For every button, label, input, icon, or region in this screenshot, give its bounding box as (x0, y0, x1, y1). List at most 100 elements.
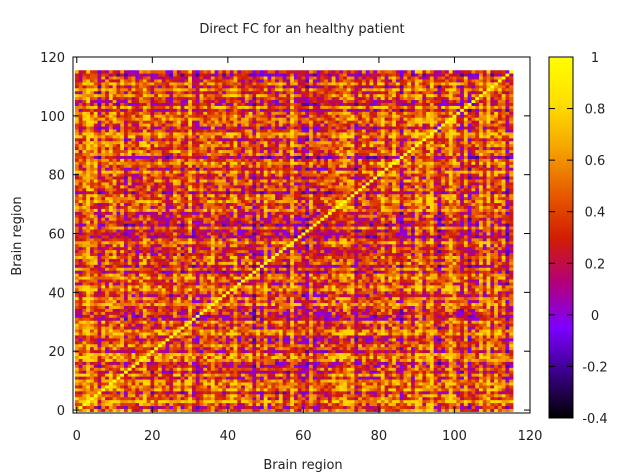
heatmap-cell (467, 382, 472, 386)
heatmap-cell (463, 287, 469, 292)
heatmap-cell (301, 299, 306, 304)
heatmap-cell (176, 296, 182, 301)
heatmap-cell (433, 326, 438, 330)
heatmap-cell (392, 287, 397, 292)
heatmap-cell (297, 287, 302, 292)
heatmap-cell (331, 293, 336, 298)
heatmap-cell (173, 293, 178, 298)
heatmap-cell (463, 370, 469, 374)
heatmap-cell (112, 352, 117, 357)
heatmap-cell (150, 314, 155, 318)
heatmap-cell (282, 317, 287, 321)
heatmap-cell (418, 323, 423, 327)
heatmap-cell (271, 290, 276, 295)
heatmap-cell (403, 326, 408, 330)
heatmap-cell (395, 408, 401, 412)
heatmap-cell (460, 340, 465, 345)
heatmap-cell (445, 408, 450, 412)
heatmap-cell (422, 402, 427, 407)
heatmap-cell (380, 349, 385, 354)
heatmap-cell (305, 346, 310, 351)
heatmap-cell (225, 379, 231, 383)
heatmap-cell (195, 364, 200, 368)
heatmap-cell (445, 329, 450, 333)
heatmap-cell (301, 343, 306, 348)
heatmap-cell (486, 346, 491, 351)
heatmap-cell (369, 329, 374, 333)
heatmap-cell (501, 382, 506, 386)
heatmap-cell (199, 390, 204, 395)
heatmap-cell (411, 332, 416, 336)
heatmap-cell (229, 305, 234, 309)
heatmap-cell (373, 367, 378, 371)
heatmap-cell (195, 352, 200, 357)
heatmap-cell (486, 317, 491, 321)
heatmap-cell (377, 305, 382, 309)
heatmap-cell (354, 349, 359, 354)
heatmap-cell (244, 320, 250, 324)
heatmap-cell (463, 335, 469, 339)
heatmap-cell (494, 332, 499, 336)
heatmap-cell (361, 317, 367, 321)
heatmap-cell (150, 361, 155, 365)
heatmap-cell (259, 329, 265, 333)
heatmap-cell (154, 335, 159, 339)
heatmap-cell (263, 387, 268, 392)
heatmap-cell (494, 299, 499, 304)
heatmap-cell (180, 376, 185, 380)
heatmap-cell (437, 358, 442, 362)
heatmap-cell (120, 335, 125, 339)
heatmap-cell (448, 379, 453, 383)
heatmap-cell (297, 346, 302, 351)
heatmap-cell (384, 399, 389, 404)
heatmap-cell (271, 329, 276, 333)
heatmap-cell (146, 340, 151, 345)
heatmap-cell (361, 399, 367, 404)
heatmap-cell (388, 285, 393, 289)
heatmap-cell (448, 308, 453, 312)
heatmap-cell (248, 393, 253, 398)
heatmap-cell (297, 402, 302, 407)
heatmap-cell (142, 287, 148, 292)
heatmap-cell (252, 405, 257, 409)
heatmap-cell (305, 320, 310, 324)
heatmap-cell (214, 379, 219, 383)
heatmap-cell (157, 376, 163, 380)
heatmap-cell (494, 308, 499, 312)
heatmap-cell (241, 399, 246, 404)
heatmap-cell (195, 337, 200, 342)
heatmap-cell (448, 320, 453, 324)
heatmap-cell (380, 399, 385, 404)
heatmap-cell (271, 293, 276, 298)
heatmap-cell (142, 370, 148, 374)
heatmap-cell (388, 355, 393, 359)
heatmap-cell (452, 320, 457, 324)
heatmap-cell (460, 373, 465, 377)
heatmap-cell (259, 293, 265, 298)
heatmap-cell (494, 305, 499, 309)
heatmap-cell (112, 332, 117, 336)
heatmap-cell (448, 396, 453, 401)
heatmap-cell (252, 393, 257, 398)
heatmap-cell (392, 299, 397, 304)
heatmap-cell (331, 320, 336, 324)
heatmap-cell (82, 370, 87, 374)
heatmap-cell (165, 376, 170, 380)
heatmap-cell (112, 408, 117, 412)
heatmap-cell (82, 290, 87, 295)
heatmap-cell (301, 364, 306, 368)
heatmap-cell (237, 355, 242, 359)
heatmap-diagonal-cell (165, 337, 170, 342)
heatmap-cell (127, 296, 132, 301)
heatmap-cell (392, 296, 397, 301)
heatmap-cell (131, 382, 136, 386)
heatmap-cell (120, 367, 125, 371)
heatmap-cell (93, 346, 98, 351)
heatmap-cell (437, 370, 442, 374)
heatmap-cell (460, 352, 465, 357)
heatmap-cell (78, 314, 83, 318)
heatmap-cell (184, 340, 189, 345)
heatmap-cell (123, 287, 129, 292)
heatmap-cell (195, 385, 200, 389)
heatmap-cell (422, 308, 427, 312)
